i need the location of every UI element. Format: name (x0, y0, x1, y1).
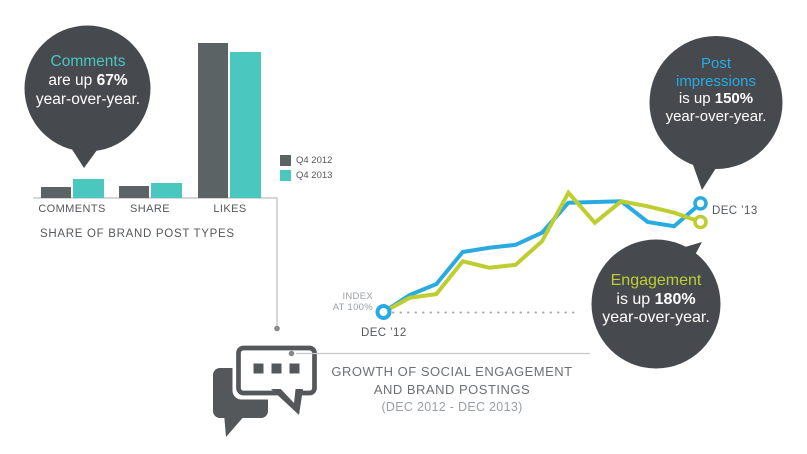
line-chart-title-line2: AND BRAND POSTINGS (373, 382, 531, 397)
line-series-layer (375, 189, 708, 320)
bar-comments-q4-2013 (73, 179, 104, 198)
legend-label-q4-2012: Q4 2012 (296, 154, 333, 166)
comments-callout-pct: 67% (96, 72, 128, 89)
impressions-callout-text: Post impressions is up 150% year-over-ye… (650, 55, 782, 125)
legend-label-q4-2013: Q4 2013 (296, 169, 333, 181)
comments-callout-line3: year-over-year. (35, 91, 141, 108)
comments-callout-text: Comments are up 67% year-over-year. (25, 52, 151, 109)
line-chart-subtitle: (DEC 2012 - DEC 2013) (381, 400, 523, 414)
connector-dot (274, 325, 280, 332)
bar-axis-and-connector-line (33, 197, 278, 326)
end-marker-engagement (693, 214, 708, 230)
index-baseline-label: INDEX AT 100% (325, 291, 373, 313)
impressions-callout-pct: 150% (714, 90, 754, 107)
bar-comments-q4-2012 (41, 187, 71, 198)
engagement-callout-circle (591, 239, 721, 369)
engagement-callout-bubble (591, 239, 721, 369)
bar-share-q4-2012 (119, 185, 149, 198)
line-post-impressions (382, 199, 702, 314)
engagement-callout-line2: is up (616, 290, 655, 308)
line-engagement (382, 189, 702, 314)
impressions-callout-highlight1: Post (700, 55, 731, 72)
index-label-line2: AT 100% (332, 302, 373, 313)
end-marker-post-impressions (693, 196, 708, 211)
bar-likes-q4-2012 (198, 43, 228, 198)
legend-item-q4-2013: Q4 2013 (280, 169, 332, 181)
start-marker-dec-12 (375, 304, 392, 320)
bar-chart-title: SHARE OF BRAND POST TYPES (40, 228, 235, 240)
comments-callout-line2: are up (48, 72, 97, 89)
engagement-callout-pct: 180% (654, 290, 696, 308)
impressions-callout-bubble (649, 36, 783, 190)
bar-category-share: SHARE (130, 203, 170, 215)
legend-item-q4-2012: Q4 2012 (280, 154, 332, 166)
impressions-callout-circle (649, 36, 783, 169)
bar-chart-legend: Q4 2012 Q4 2013 (280, 154, 332, 184)
impressions-callout-line3: is up (678, 90, 715, 107)
impressions-callout-tail (692, 162, 716, 190)
bar-likes-q4-2013 (230, 52, 261, 198)
legend-swatch-q4-2012 (280, 154, 291, 166)
engagement-callout-highlight: Engagement (610, 272, 702, 289)
x-label-dec-13: DEC ’13 (712, 205, 758, 217)
bar-share-q4-2013 (151, 182, 182, 198)
legend-swatch-q4-2013 (280, 169, 291, 181)
x-label-dec-12: DEC ’12 (361, 327, 407, 339)
comments-callout-bubble (24, 25, 151, 168)
comments-callout-circle (24, 25, 151, 152)
chat-bubbles-icon (213, 342, 321, 437)
engagement-callout-line3: year-over-year. (602, 309, 710, 326)
impressions-callout-line4: year-over-year. (665, 107, 767, 125)
caption-dot (288, 350, 295, 357)
comments-callout-highlight: Comments (50, 53, 126, 70)
line-chart-title-line1: GROWTH OF SOCIAL ENGAGEMENT (331, 364, 573, 379)
bar-category-likes: LIKES (213, 203, 247, 215)
impressions-callout-highlight2: impressions (675, 72, 757, 90)
index-label-line1: INDEX (342, 291, 373, 302)
engagement-callout-text: Engagement is up 180% year-over-year. (590, 272, 722, 328)
bar-category-comments: COMMENTS (38, 203, 106, 215)
